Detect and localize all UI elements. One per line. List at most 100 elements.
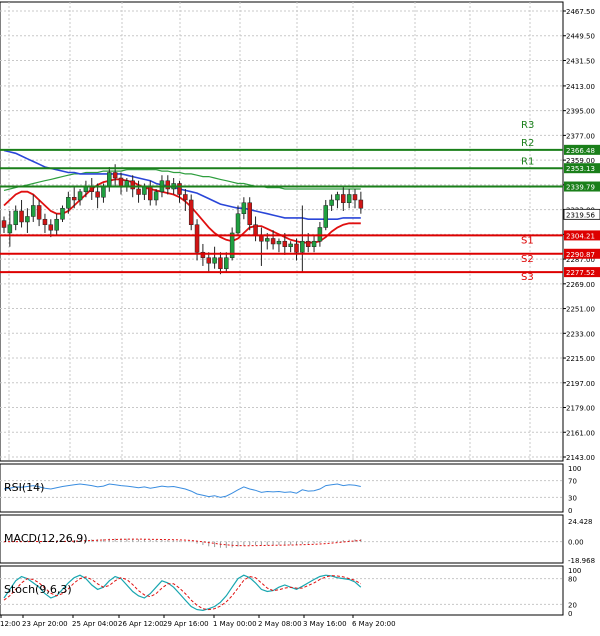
candle-body [253, 224, 258, 236]
stoch-tick-label: 0 [568, 610, 572, 618]
rsi-tick-label: 100 [568, 465, 581, 473]
x-tick-label: 26 Apr 12:00 [118, 620, 164, 628]
rsi-line [3, 483, 361, 498]
current-price-label: 2319.56 [566, 211, 595, 219]
stoch-title: Stoch(9,6,3) [4, 583, 72, 596]
y-tick-label: 2233.00 [566, 330, 595, 338]
x-tick-label: 6 May 20:00 [352, 620, 396, 628]
y-tick-label: 2413.00 [566, 83, 595, 91]
candle-body [13, 210, 18, 225]
level-price-label: 2353.13 [566, 165, 595, 173]
y-tick-label: 2467.50 [566, 8, 595, 16]
candle-body [323, 205, 328, 228]
x-tick-label: 1 May 00:00 [213, 620, 257, 628]
candle-body [54, 218, 59, 231]
level-price-label: 2290.87 [566, 251, 595, 259]
macd-panel-frame [0, 514, 564, 564]
candle-body [335, 194, 340, 201]
y-tick-label: 2179.00 [566, 405, 595, 413]
price-panel-frame [0, 1, 564, 462]
rsi-title: RSI(14) [4, 481, 44, 494]
candle-body [101, 185, 106, 198]
level-price-label: 2339.79 [566, 184, 595, 192]
candle-body [247, 202, 252, 225]
candle-body [66, 196, 71, 209]
candle-body [130, 180, 135, 190]
level-name-r1: R1 [521, 157, 534, 168]
rsi-tick-label: 0 [568, 507, 572, 515]
candle-body [42, 218, 48, 225]
x-tick-label: 23 Apr 20:00 [22, 620, 68, 628]
y-tick-label: 2269.00 [566, 281, 595, 289]
candle-body [218, 257, 223, 269]
candle-body [165, 180, 171, 190]
candle-body [311, 240, 317, 247]
candle-body [107, 172, 112, 187]
level-name-s1: S1 [521, 235, 534, 246]
candle-body [1, 220, 7, 228]
candle-body [206, 257, 211, 264]
candle-body [352, 194, 358, 201]
macd-tick-label: 24.428 [568, 518, 593, 526]
candle-body [288, 243, 293, 247]
candle-body [112, 172, 118, 179]
y-tick-label: 2143.00 [566, 454, 595, 462]
candle-body [235, 213, 241, 234]
candle-body [95, 191, 100, 198]
candle-body [177, 183, 182, 195]
level-price-label: 2366.48 [566, 147, 595, 155]
candle-body [148, 185, 153, 201]
candle-body [153, 191, 159, 201]
level-name-s2: S2 [521, 254, 534, 265]
y-tick-label: 2431.50 [566, 57, 595, 65]
level-price-label: 2304.21 [566, 232, 595, 240]
x-tick-label: 12:00 [0, 620, 20, 628]
candle-body [194, 224, 200, 253]
candle-body [270, 238, 276, 245]
stoch-tick-label: 80 [568, 576, 577, 584]
candle-body [136, 188, 141, 195]
candle-body [259, 235, 264, 242]
candle-body [183, 194, 188, 201]
y-tick-label: 2161.00 [566, 429, 595, 437]
y-tick-label: 2287.00 [566, 256, 595, 264]
candle-body [358, 199, 364, 209]
macd-tick-label: 0.00 [568, 539, 584, 547]
rsi-panel-frame [0, 463, 564, 513]
candle-body [317, 227, 323, 242]
x-tick-label: 3 May 16:00 [303, 620, 347, 628]
candle-body [294, 243, 299, 253]
candle-body [276, 240, 282, 245]
x-tick-label: 2 May 08:00 [258, 620, 302, 628]
candle-body [7, 224, 13, 234]
stoch-tick-label: 20 [568, 601, 577, 609]
candle-body [229, 232, 235, 258]
candle-body [200, 251, 206, 258]
current-price-tag [563, 208, 600, 220]
y-tick-label: 2251.00 [566, 306, 595, 314]
macd-title: MACD(12,26,9) [4, 532, 88, 545]
candle-body [71, 196, 77, 201]
x-tick-label: 25 Apr 04:00 [72, 620, 118, 628]
candle-body [305, 240, 311, 247]
candle-body [118, 177, 124, 187]
y-tick-label: 2215.00 [566, 355, 595, 363]
candle-body [265, 238, 270, 242]
candle-body [346, 194, 352, 203]
candle-body [31, 205, 36, 217]
level-price-tag-r3 [564, 144, 600, 155]
stoch-tick-label: 100 [568, 567, 581, 575]
moving-average-blue-line [3, 149, 361, 220]
rsi-tick-label: 70 [568, 478, 577, 486]
macd-tick-label: -18.968 [568, 557, 595, 565]
level-name-s3: S3 [521, 272, 534, 283]
candle-body [341, 194, 346, 203]
candle-body [36, 205, 42, 220]
candle-body [19, 210, 24, 223]
moving-average-green-line [3, 169, 361, 191]
candle-body [300, 240, 305, 253]
candle-body [188, 199, 194, 225]
stoch-panel-frame [0, 565, 564, 616]
